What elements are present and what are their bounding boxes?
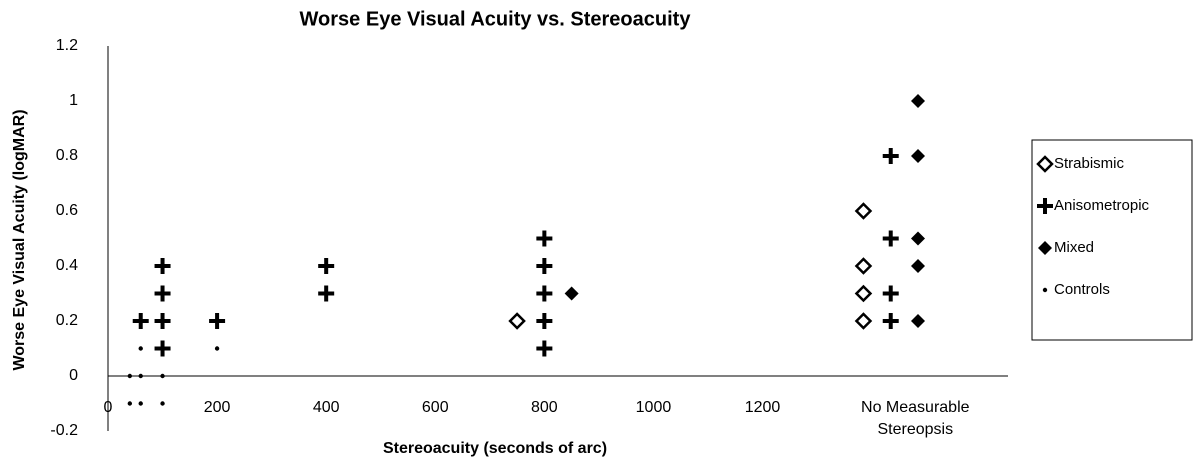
point xyxy=(160,401,165,406)
x-tick-label: 1000 xyxy=(636,399,672,416)
chart-title: Worse Eye Visual Acuity vs. Stereoacuity xyxy=(300,8,692,30)
legend-marker xyxy=(1042,287,1048,293)
point xyxy=(854,257,873,275)
y-tick-label: 0.8 xyxy=(56,147,78,164)
y-tick-label: 0.4 xyxy=(56,257,78,274)
point xyxy=(154,285,171,302)
legend-label: Strabismic xyxy=(1054,155,1125,172)
point xyxy=(911,259,925,273)
point xyxy=(508,312,526,330)
x-tick-label: 400 xyxy=(313,399,340,416)
point xyxy=(154,340,171,357)
point xyxy=(138,346,143,351)
point xyxy=(536,230,553,247)
point xyxy=(160,373,165,379)
legend-marker xyxy=(1036,155,1054,173)
point xyxy=(911,149,925,163)
legend-box xyxy=(1031,139,1193,341)
legend-label: Controls xyxy=(1054,281,1110,298)
x-tick-label: No Measurable Stereopsis xyxy=(861,399,970,438)
point xyxy=(911,94,925,108)
point xyxy=(536,340,553,357)
point xyxy=(127,401,133,406)
point xyxy=(854,284,873,303)
legend-label: Mixed xyxy=(1054,239,1094,256)
point xyxy=(854,202,873,220)
point xyxy=(138,401,143,406)
point xyxy=(154,258,171,274)
y-tick-label: 0.2 xyxy=(56,312,78,329)
point xyxy=(154,313,171,329)
point xyxy=(214,346,220,351)
point xyxy=(882,285,899,302)
point xyxy=(911,314,925,328)
point xyxy=(882,230,899,247)
y-tick-label: 1.2 xyxy=(56,37,78,54)
point xyxy=(911,231,925,246)
x-axis-label: Stereoacuity (seconds of arc) xyxy=(383,440,607,457)
x-tick-label: 0 xyxy=(104,399,113,416)
point xyxy=(318,258,335,274)
y-tick-label: -0.2 xyxy=(50,422,78,439)
point xyxy=(882,148,899,164)
legend-label: Anisometropic xyxy=(1054,197,1150,214)
y-tick-label: 0 xyxy=(69,367,78,384)
point xyxy=(854,312,873,330)
point xyxy=(209,313,226,329)
y-axis-label: Worse Eye Visual Acuity (logMAR) xyxy=(11,109,28,370)
point xyxy=(882,313,899,329)
x-tick-label: 800 xyxy=(531,399,558,416)
point xyxy=(318,285,335,302)
legend-marker xyxy=(1038,241,1052,255)
y-tick-label: 0.6 xyxy=(56,202,78,219)
point xyxy=(138,373,143,379)
x-tick-label: 1200 xyxy=(745,399,781,416)
point xyxy=(564,286,579,301)
point xyxy=(536,258,553,274)
point xyxy=(536,285,553,302)
point xyxy=(127,373,133,379)
x-tick-label: 600 xyxy=(422,399,449,416)
y-tick-label: 1 xyxy=(69,92,78,109)
legend-marker xyxy=(1037,198,1053,214)
point xyxy=(132,313,149,329)
point xyxy=(536,313,553,329)
x-tick-label: 200 xyxy=(204,399,231,416)
